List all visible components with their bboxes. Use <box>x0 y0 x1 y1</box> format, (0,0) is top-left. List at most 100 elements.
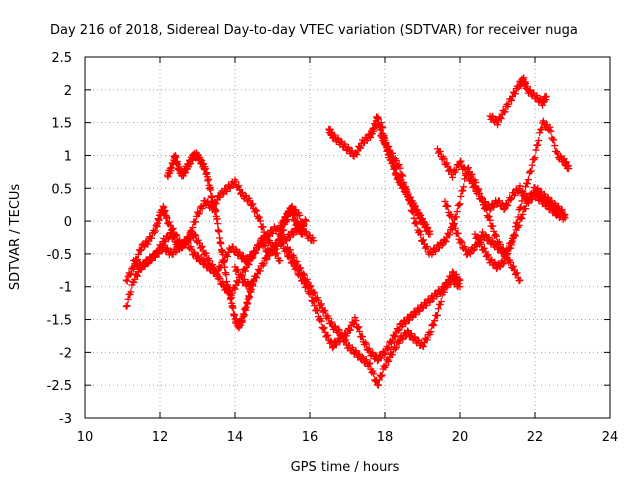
data-point <box>189 224 197 232</box>
data-point <box>488 113 496 121</box>
data-point <box>214 220 222 228</box>
data-point <box>490 203 498 211</box>
data-point <box>260 240 268 248</box>
data-point <box>455 275 463 283</box>
data-point <box>263 256 271 264</box>
data-point <box>241 192 249 200</box>
data-point <box>338 330 346 338</box>
data-point <box>249 200 257 208</box>
data-point <box>453 208 461 216</box>
data-point <box>259 223 267 231</box>
y-tick-label: 1 <box>64 149 72 164</box>
data-point <box>423 336 431 344</box>
data-point <box>427 328 435 336</box>
data-point <box>303 276 311 284</box>
data-point <box>460 183 468 191</box>
data-point <box>261 242 269 250</box>
data-point <box>446 231 454 239</box>
data-point <box>501 108 509 116</box>
data-point <box>509 262 517 270</box>
data-point <box>432 247 440 255</box>
data-point <box>354 324 362 332</box>
data-point <box>205 175 213 183</box>
data-point <box>307 282 315 290</box>
data-point <box>467 175 475 183</box>
data-point <box>457 237 465 245</box>
data-point <box>379 124 387 132</box>
data-point <box>228 289 236 297</box>
data-point <box>212 267 220 275</box>
data-point <box>359 333 366 341</box>
data-point <box>257 234 265 242</box>
data-point <box>542 92 550 100</box>
y-tick-label: -0.5 <box>47 248 72 263</box>
series-track-11 <box>486 74 550 129</box>
data-point <box>561 211 569 219</box>
data-point <box>538 125 546 133</box>
data-point <box>471 182 479 190</box>
data-point <box>519 210 527 218</box>
data-point <box>500 206 508 214</box>
data-point <box>290 253 298 261</box>
data-point <box>394 327 402 335</box>
data-point <box>173 232 181 240</box>
data-point <box>231 285 239 293</box>
data-point <box>381 134 389 142</box>
data-point <box>349 320 357 328</box>
data-point <box>434 311 441 319</box>
data-point <box>493 232 501 240</box>
data-point <box>206 257 214 265</box>
data-point <box>524 180 531 188</box>
data-point <box>377 372 385 380</box>
data-point <box>474 233 482 241</box>
data-point <box>414 336 422 344</box>
data-point <box>417 231 425 239</box>
data-point <box>547 127 555 135</box>
data-point <box>267 249 275 257</box>
data-point <box>355 323 363 331</box>
data-point <box>130 265 138 273</box>
data-point <box>486 216 494 224</box>
data-point <box>507 244 515 252</box>
series-track-13 <box>276 203 306 238</box>
data-point <box>252 206 260 214</box>
data-point <box>481 231 489 239</box>
data-point <box>500 259 508 267</box>
data-point <box>504 201 512 209</box>
y-tick-label: 0 <box>64 215 72 230</box>
data-point <box>529 89 537 97</box>
data-point <box>299 230 306 238</box>
data-point <box>504 250 512 258</box>
data-point <box>311 289 319 297</box>
data-point <box>263 231 271 239</box>
data-point <box>510 230 518 238</box>
data-point <box>324 331 332 339</box>
data-point <box>423 243 431 251</box>
data-point <box>565 165 573 173</box>
data-point <box>516 182 524 190</box>
data-point <box>375 376 383 384</box>
data-point <box>431 317 439 325</box>
data-point <box>391 333 399 341</box>
data-point <box>245 261 253 269</box>
data-point <box>514 213 522 221</box>
data-point <box>461 175 469 183</box>
data-point <box>539 117 547 125</box>
data-point <box>460 163 468 171</box>
data-point <box>527 167 535 175</box>
data-point <box>374 357 381 365</box>
data-point <box>454 229 462 237</box>
data-point <box>151 227 159 235</box>
data-point <box>352 347 360 355</box>
data-point <box>194 210 202 218</box>
data-point <box>365 344 373 352</box>
data-point <box>426 298 434 306</box>
data-point <box>344 143 352 151</box>
data-point <box>169 224 177 232</box>
data-point <box>286 246 294 254</box>
data-point <box>516 276 524 284</box>
data-point <box>232 178 240 186</box>
data-point <box>192 232 200 240</box>
data-point <box>236 248 244 256</box>
data-point <box>550 136 558 144</box>
